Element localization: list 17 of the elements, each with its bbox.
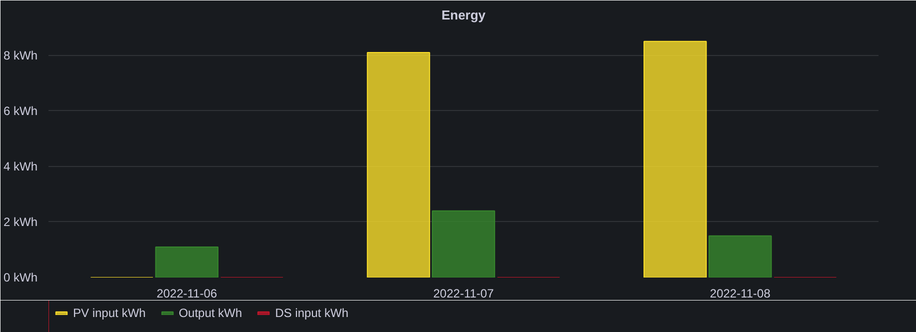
bar <box>155 246 218 278</box>
y-tick-label: 8 kWh <box>3 48 38 62</box>
chart-title: Energy <box>441 8 486 22</box>
legend-label: DS input kWh <box>275 306 348 320</box>
bar <box>708 235 772 278</box>
y-tick-label: 0 kWh <box>3 270 38 284</box>
x-tick-label: 2022-11-08 <box>710 286 771 300</box>
bar <box>644 40 707 278</box>
legend-label: PV input kWh <box>73 306 146 320</box>
x-tick-label: 2022-11-07 <box>433 286 494 300</box>
bar <box>366 52 430 278</box>
y-tick-label: 4 kWh <box>3 159 38 174</box>
y-tick-label: 6 kWh <box>3 104 38 118</box>
legend-label: Output kWh <box>178 306 242 320</box>
y-tick-label: 2 kWh <box>3 214 38 229</box>
bar <box>432 210 496 278</box>
x-tick-label: 2022-11-06 <box>156 286 218 300</box>
